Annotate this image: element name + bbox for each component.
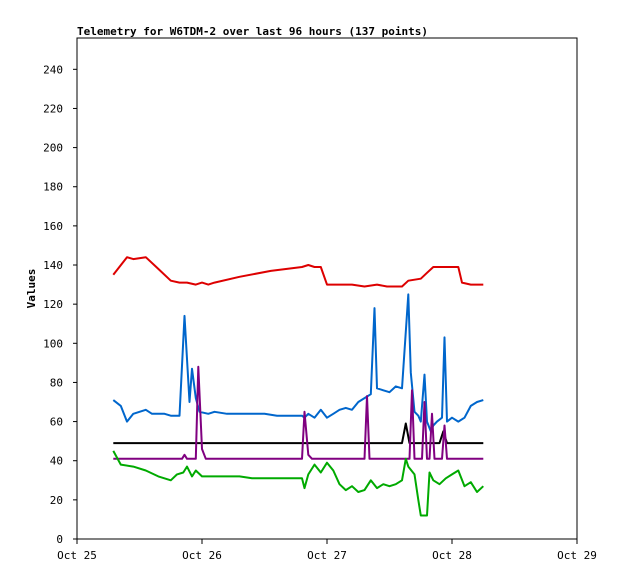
y-tick-label: 160 bbox=[43, 220, 63, 233]
x-axis: Oct 25 Oct 26 Oct 27 Oct 28 Oct 29 bbox=[57, 539, 597, 562]
y-axis: 0 20 40 60 80 100 120 140 160 180 200 220 240 bbox=[43, 63, 77, 546]
y-axis-label: Values bbox=[25, 269, 38, 309]
x-tick-label: Oct 26 bbox=[182, 549, 222, 562]
series-line-2 bbox=[112, 293, 484, 433]
y-tick-label: 20 bbox=[50, 494, 63, 507]
y-tick-label: 40 bbox=[50, 455, 63, 468]
y-tick-label: 80 bbox=[50, 376, 63, 389]
y-tick-label: 220 bbox=[43, 102, 63, 115]
series-line-4 bbox=[113, 365, 484, 460]
y-tick-label: 200 bbox=[43, 142, 63, 155]
y-tick-label: 120 bbox=[43, 298, 63, 311]
x-tick-label: Oct 28 bbox=[432, 549, 472, 562]
y-tick-label: 180 bbox=[43, 181, 63, 194]
x-tick-label: Oct 25 bbox=[57, 549, 97, 562]
chart-title: Telemetry for W6TDM-2 over last 96 hours… bbox=[77, 25, 428, 38]
y-tick-label: 0 bbox=[56, 533, 63, 546]
y-tick-label: 60 bbox=[50, 416, 63, 429]
x-tick-label: Oct 29 bbox=[557, 549, 597, 562]
y-tick-label: 100 bbox=[43, 337, 63, 350]
y-tick-label: 240 bbox=[43, 63, 63, 76]
series-line-1 bbox=[112, 256, 484, 288]
y-tick-label: 140 bbox=[43, 259, 63, 272]
x-tick-label: Oct 27 bbox=[307, 549, 347, 562]
series-layer bbox=[112, 256, 484, 517]
series-line-3 bbox=[113, 422, 484, 445]
series-line-5 bbox=[112, 450, 484, 517]
